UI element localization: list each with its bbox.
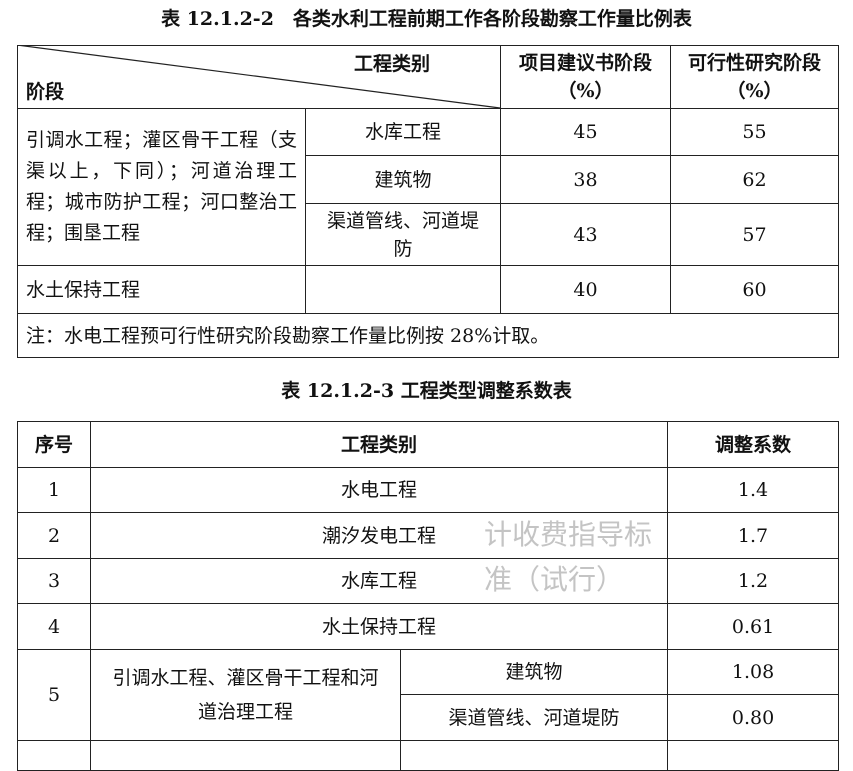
cell-category: 水土保持工程 [89,603,669,650]
cell-value: 40 [500,265,671,314]
group-label: 引调水工程；灌区骨干工程（支渠以上，下同）；河道治理工程；城市防护工程；河口整治… [17,108,306,266]
table-row: 3 水库工程 1.2 [17,558,840,604]
cell-empty [90,740,401,771]
cell-category: 潮汐发电工程 [89,512,669,559]
cell-no: 3 [17,558,91,604]
table-row: 建筑物 38 62 [18,155,839,204]
header-feasibility-stage: 可行性研究阶段（%） [670,45,839,109]
survey-ratio-table: 工程类别 阶段 项目建议书阶段（%） 可行性研究阶段（%） 引调水工程；灌区骨干… [17,45,839,358]
cell-no: 5 [17,649,91,741]
cell-category: 水库工程 [89,558,669,604]
cell-value: 55 [670,108,839,156]
cell-value: 60 [670,265,839,314]
cell-no: 2 [17,512,91,559]
cell-category: 水电工程 [89,467,669,513]
table-row [17,740,840,771]
table-header-row: 序号 工程类别 调整系数 [17,421,840,468]
cell-no: 4 [17,603,91,650]
cell-value: 57 [670,203,839,266]
cell-empty [399,740,669,771]
table2-title: 表 12.1.2-3 工程类型调整系数表 [281,380,572,402]
cell-group: 引调水工程、灌区骨干工程和河道治理工程 [90,649,401,741]
cell-value: 43 [500,203,671,266]
table-row: 4 水土保持工程 0.61 [17,603,840,650]
table-row: 5 引调水工程、灌区骨干工程和河道治理工程 建筑物 1.08 [17,649,840,741]
table1-title: 表 12.1.2-2 各类水利工程前期工作各阶段勘察工作量比例表 [161,8,692,30]
header-stage: 阶段 [26,81,65,103]
table-row: 引调水工程；灌区骨干工程（支渠以上，下同）；河道治理工程；城市防护工程；河口整治… [17,108,839,266]
header-no: 序号 [17,421,91,468]
table-row: 渠道管线、河道堤防 0.80 [18,694,840,741]
cell-value: 45 [500,108,671,156]
cell-type: 水库工程 [305,108,501,156]
header-category: 工程类别 [89,421,669,468]
header-proposal-stage: 项目建议书阶段（%） [500,45,671,109]
cell-no: 1 [17,467,91,513]
cell-coefficient: 1.08 [667,649,840,695]
cell-category: 建筑物 [399,649,669,695]
diagonal-header-cell: 工程类别 阶段 [17,45,501,109]
adjustment-coefficient-table: 序号 工程类别 调整系数 1 水电工程 1.4 2 潮汐发电工程 1.7 3 水… [17,421,840,771]
cell-value: 62 [670,155,839,204]
cell-coefficient: 1.4 [667,467,840,513]
cell-empty [667,740,840,771]
cell-value: 38 [500,155,671,204]
cell-coefficient: 1.7 [667,512,840,559]
cell-empty [17,740,91,771]
cell-coefficient: 1.2 [667,558,840,604]
table-row: 1 水电工程 1.4 [17,467,840,513]
table-header-row: 工程类别 阶段 项目建议书阶段（%） 可行性研究阶段（%） [17,45,839,109]
cell-category: 渠道管线、河道堤防 [399,694,669,741]
cell-label: 水土保持工程 [17,265,306,314]
header-coefficient: 调整系数 [667,421,840,468]
header-category: 工程类别 [353,53,430,75]
table-note: 注：水电工程预可行性研究阶段勘察工作量比例按 28%计取。 [17,313,839,358]
note-row: 注：水电工程预可行性研究阶段勘察工作量比例按 28%计取。 [17,313,839,358]
table-row: 水土保持工程 40 60 [17,265,839,314]
cell-coefficient: 0.61 [667,603,840,650]
table-row: 2 潮汐发电工程 1.7 [17,512,840,559]
cell-coefficient: 0.80 [667,694,840,741]
cell-type: 渠道管线、河道堤防 [305,203,501,266]
cell-type [305,265,501,314]
table-row: 渠道管线、河道堤防 43 57 [18,203,839,266]
cell-type: 建筑物 [305,155,501,204]
